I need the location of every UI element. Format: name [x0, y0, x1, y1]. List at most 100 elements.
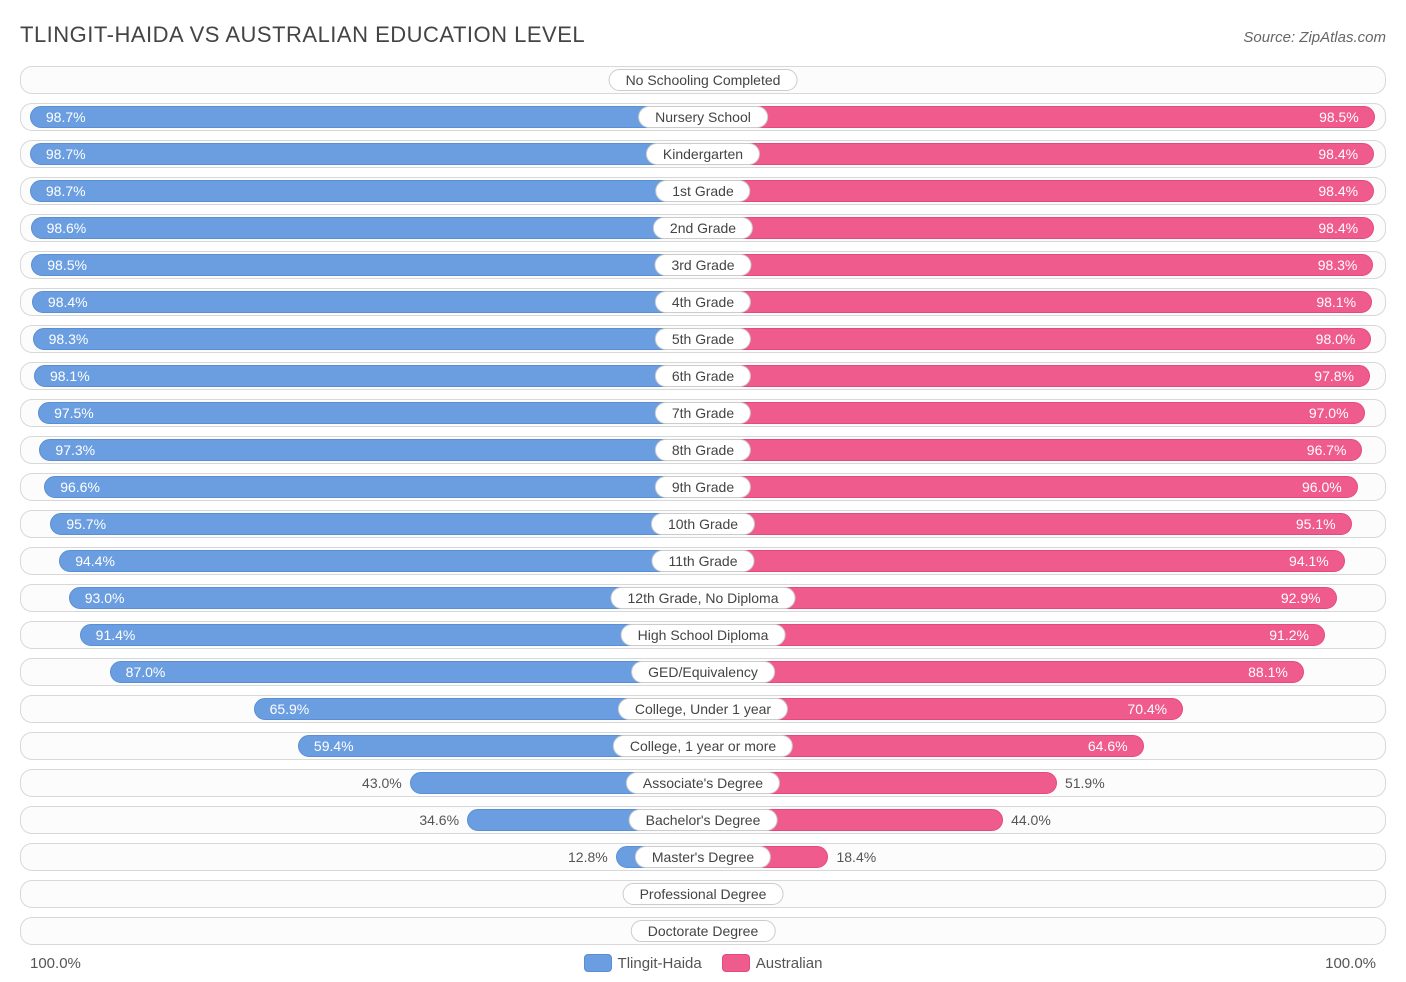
bar-left	[30, 106, 703, 128]
chart-row: 95.7%95.1%10th Grade	[20, 510, 1386, 538]
bar-left	[110, 661, 703, 683]
bar-right	[703, 328, 1371, 350]
bar-left	[31, 217, 703, 239]
chart-row: 87.0%88.1%GED/Equivalency	[20, 658, 1386, 686]
bar-right	[703, 180, 1374, 202]
source-prefix: Source:	[1243, 29, 1299, 46]
chart-row: 98.7% 98.4% Kindergarten	[20, 140, 1386, 168]
bar-left	[38, 402, 703, 424]
value-label-right: 98.4%	[1318, 146, 1362, 162]
value-label-right: 70.4%	[1127, 701, 1171, 717]
value-label-right: 96.7%	[1307, 442, 1351, 458]
chart-row: 93.0%92.9%12th Grade, No Diploma	[20, 584, 1386, 612]
legend-label-right: Australian	[756, 955, 823, 972]
category-label: 2nd Grade	[653, 217, 753, 239]
bar-right	[703, 106, 1375, 128]
bar-left	[30, 180, 703, 202]
value-label-right: 95.1%	[1296, 516, 1340, 532]
category-label: Doctorate Degree	[631, 920, 776, 942]
value-label-right: 88.1%	[1248, 664, 1292, 680]
axis-right-max: 100.0%	[1325, 955, 1386, 972]
category-label: Nursery School	[638, 106, 768, 128]
chart-row: 1.7%2.4%Doctorate Degree	[20, 917, 1386, 945]
bar-right	[703, 217, 1374, 239]
category-label: GED/Equivalency	[631, 661, 775, 683]
bar-left	[31, 254, 703, 276]
bar-left	[59, 550, 703, 572]
category-label: Bachelor's Degree	[629, 809, 778, 831]
bar-left	[30, 143, 703, 165]
chart-row: 96.6%96.0%9th Grade	[20, 473, 1386, 501]
chart-row: 59.4% 64.6% College, 1 year or more	[20, 732, 1386, 760]
value-label-right: 18.4%	[836, 849, 876, 865]
chart-header: TLINGIT-HAIDA VS AUSTRALIAN EDUCATION LE…	[20, 10, 1386, 66]
category-label: 4th Grade	[655, 291, 751, 313]
value-label-right: 98.4%	[1318, 183, 1362, 199]
value-label-left: 59.4%	[310, 738, 354, 754]
category-label: High School Diploma	[621, 624, 786, 646]
category-label: 6th Grade	[655, 365, 751, 387]
legend-item-left: Tlingit-Haida	[584, 954, 702, 972]
bar-right	[703, 439, 1362, 461]
bar-left	[39, 439, 703, 461]
category-label: 9th Grade	[655, 476, 751, 498]
bar-left	[80, 624, 703, 646]
value-label-right: 98.0%	[1316, 331, 1360, 347]
bar-left	[50, 513, 703, 535]
value-label-right: 64.6%	[1088, 738, 1132, 754]
value-label-left: 12.8%	[568, 849, 608, 865]
category-label: College, 1 year or more	[613, 735, 793, 757]
value-label-right: 92.9%	[1281, 590, 1325, 606]
category-label: 1st Grade	[655, 180, 750, 202]
value-label-left: 98.1%	[46, 368, 90, 384]
legend-swatch-left	[584, 954, 612, 972]
value-label-right: 98.5%	[1319, 109, 1363, 125]
value-label-left: 98.4%	[44, 294, 88, 310]
chart-row: 4.0%5.9%Professional Degree	[20, 880, 1386, 908]
value-label-left: 98.6%	[43, 220, 87, 236]
value-label-right: 98.4%	[1318, 220, 1362, 236]
chart-row: 12.8%18.4%Master's Degree	[20, 843, 1386, 871]
bar-left	[34, 365, 703, 387]
value-label-left: 34.6%	[419, 812, 459, 828]
bar-right	[703, 624, 1325, 646]
chart-row: 97.3%96.7%8th Grade	[20, 436, 1386, 464]
category-label: 10th Grade	[651, 513, 755, 535]
value-label-right: 98.3%	[1318, 257, 1362, 273]
chart-row: 1.5%1.6%No Schooling Completed	[20, 66, 1386, 94]
chart-row: 34.6%44.0%Bachelor's Degree	[20, 806, 1386, 834]
bar-right	[703, 513, 1352, 535]
chart-title: TLINGIT-HAIDA VS AUSTRALIAN EDUCATION LE…	[20, 22, 585, 48]
value-label-left: 65.9%	[266, 701, 310, 717]
bar-right	[703, 254, 1373, 276]
value-label-right: 51.9%	[1065, 775, 1105, 791]
category-label: 7th Grade	[655, 402, 751, 424]
bar-right	[703, 476, 1358, 498]
chart-row: 91.4%91.2%High School Diploma	[20, 621, 1386, 649]
value-label-left: 93.0%	[81, 590, 125, 606]
value-label-left: 97.3%	[51, 442, 95, 458]
category-label: Kindergarten	[646, 143, 760, 165]
value-label-left: 98.7%	[42, 146, 86, 162]
chart-row: 97.5%97.0%7th Grade	[20, 399, 1386, 427]
value-label-left: 98.7%	[42, 183, 86, 199]
source-name: ZipAtlas.com	[1299, 29, 1386, 46]
value-label-right: 98.1%	[1316, 294, 1360, 310]
chart-row: 98.7%98.5%Nursery School	[20, 103, 1386, 131]
value-label-left: 97.5%	[50, 405, 94, 421]
category-label: No Schooling Completed	[609, 69, 798, 91]
category-label: Associate's Degree	[626, 772, 780, 794]
category-label: Professional Degree	[623, 883, 784, 905]
chart-row: 94.4%94.1%11th Grade	[20, 547, 1386, 575]
value-label-left: 43.0%	[362, 775, 402, 791]
bar-right	[703, 143, 1374, 165]
bar-left	[33, 328, 703, 350]
chart-source: Source: ZipAtlas.com	[1243, 29, 1386, 46]
value-label-left: 98.5%	[43, 257, 87, 273]
legend-label-left: Tlingit-Haida	[618, 955, 702, 972]
bar-right	[703, 587, 1337, 609]
bar-right	[703, 291, 1372, 313]
value-label-right: 96.0%	[1302, 479, 1346, 495]
category-label: 11th Grade	[651, 550, 754, 572]
value-label-left: 91.4%	[92, 627, 136, 643]
